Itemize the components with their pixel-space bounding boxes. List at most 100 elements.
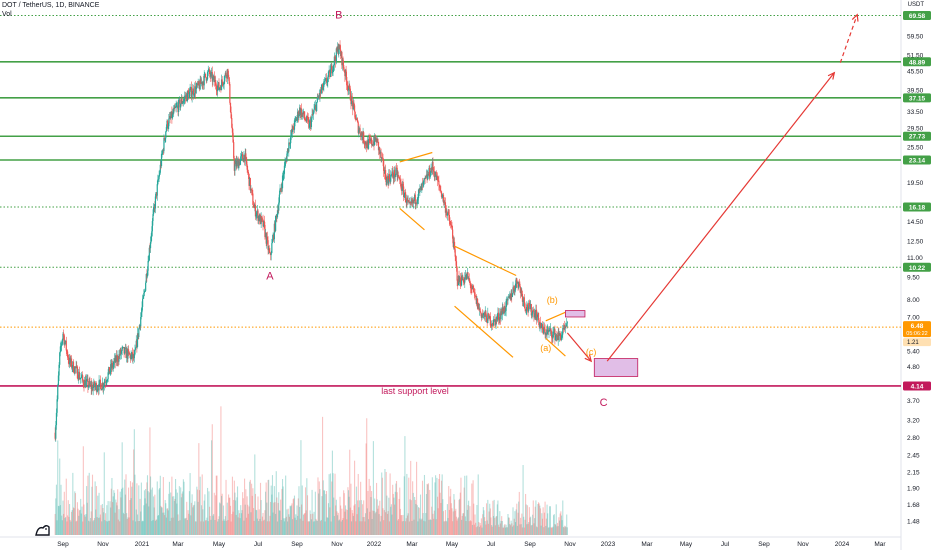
candle-body: [492, 319, 495, 326]
volume-bar: [178, 486, 180, 535]
candle-body: [165, 127, 168, 132]
candle-body: [222, 82, 224, 85]
volume-bar: [142, 520, 144, 535]
current-price-badge-bg: [903, 321, 931, 338]
candle-body: [182, 102, 184, 104]
price-tick-label: 19.50: [907, 180, 924, 187]
candle-body: [372, 144, 374, 146]
candle-body: [373, 141, 375, 145]
volume-bar: [482, 514, 484, 535]
volume-bar: [119, 491, 121, 535]
candle-body: [385, 179, 387, 186]
candle-body: [399, 178, 401, 180]
candle-body: [562, 328, 565, 330]
candle-body: [149, 241, 152, 249]
wave-label: (b): [547, 295, 558, 305]
volume-bar: [81, 506, 83, 535]
volume-bar: [216, 475, 218, 535]
candle-body: [217, 82, 219, 86]
candle-body: [229, 102, 232, 113]
volume-bar: [165, 503, 167, 535]
volume-bar: [558, 517, 560, 535]
volume-bar: [121, 442, 123, 535]
volume-bar: [261, 516, 263, 535]
volume-bar: [410, 460, 412, 535]
candle-body: [379, 147, 381, 154]
volume-bar: [132, 520, 134, 535]
volume-bar: [101, 521, 103, 535]
volume-bar: [508, 517, 510, 535]
volume-bar: [222, 505, 225, 535]
volume-bar: [560, 515, 563, 535]
wave-label: A: [266, 271, 274, 283]
candle-body: [163, 138, 166, 141]
volume-bar: [167, 508, 169, 535]
candle-body: [266, 236, 268, 244]
volume-bar: [314, 491, 316, 535]
volume-bar: [344, 505, 347, 535]
volume-bar: [500, 520, 502, 535]
volume-bar: [468, 521, 470, 535]
candle-body: [331, 65, 333, 74]
volume-bar: [560, 511, 562, 535]
volume-bar: [126, 513, 128, 535]
candle-body: [477, 303, 479, 309]
support-level-annotation: last support level: [381, 386, 449, 396]
volume-bar: [138, 521, 140, 535]
volume-bar: [56, 520, 58, 535]
candle-body: [347, 85, 349, 91]
volume-bar: [502, 527, 504, 535]
candle-body: [355, 118, 358, 120]
volume-bar: [566, 527, 568, 535]
candle-body: [559, 332, 561, 337]
candle-body: [408, 202, 411, 203]
volume-bar: [352, 513, 354, 535]
volume-bar: [409, 499, 411, 535]
volume-bar: [97, 517, 99, 535]
volume-bar: [327, 517, 329, 535]
volume-bar: [392, 484, 394, 535]
volume-bar: [177, 514, 179, 535]
candle-body: [417, 189, 420, 199]
candle-body: [344, 71, 346, 77]
candle-body: [121, 347, 123, 351]
volume-bar: [354, 460, 356, 535]
volume-indicator-label[interactable]: Vol: [2, 11, 12, 18]
volume-bar: [355, 521, 357, 535]
volume-bar: [431, 506, 433, 535]
candle-body: [217, 85, 219, 92]
candle-body: [148, 260, 150, 262]
candle-body: [528, 302, 530, 311]
candle-body: [264, 232, 267, 237]
candle-body: [459, 277, 461, 285]
candle-body: [178, 99, 180, 112]
volume-bar: [405, 518, 407, 535]
volume-bar: [332, 473, 334, 535]
candle-body: [487, 313, 489, 324]
candle-body: [160, 153, 163, 166]
symbol-title[interactable]: DOT / TetherUS, 1D, BINANCE: [2, 2, 100, 9]
candle-body: [291, 129, 293, 133]
volume-bar: [59, 458, 61, 535]
candle-body: [352, 102, 354, 110]
volume-bar: [553, 514, 555, 535]
candle-body: [562, 328, 564, 335]
level-badge: 27.73: [909, 134, 926, 141]
candle-body: [405, 201, 407, 203]
candle-body: [247, 169, 249, 172]
candle-body: [119, 354, 121, 356]
candle-body: [375, 138, 378, 143]
volume-bar: [194, 501, 196, 535]
countdown-label: 05:06:22: [906, 331, 927, 337]
volume-bar: [229, 505, 232, 535]
candle-body: [504, 306, 506, 312]
volume-bar: [543, 527, 545, 535]
candle-body: [408, 200, 410, 203]
volume-bar: [319, 489, 321, 535]
candle-body: [335, 48, 337, 62]
volume-bar: [364, 521, 366, 535]
candle-body: [93, 381, 95, 387]
candle-body: [537, 312, 540, 321]
volume-bar: [105, 513, 107, 535]
